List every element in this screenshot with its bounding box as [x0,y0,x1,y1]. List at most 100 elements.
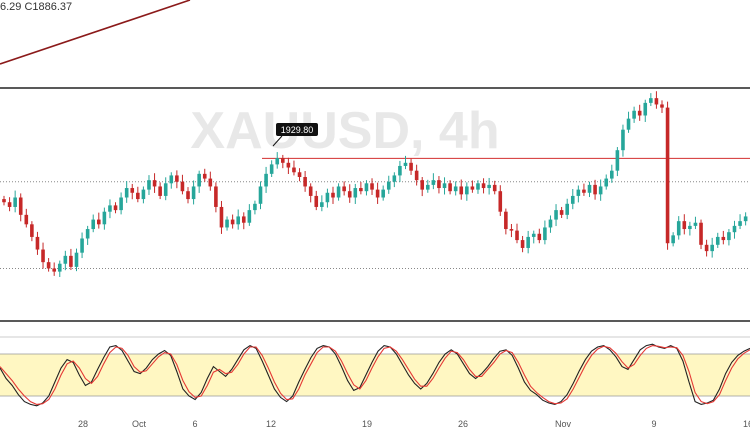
candle-body [621,129,625,151]
candle-body [721,236,726,241]
x-tick-label: Oct [132,419,147,429]
candle [431,173,436,190]
candle-body [554,210,558,220]
candle [442,177,447,195]
candle-body [665,107,670,244]
candle-body [465,186,469,195]
candle-body [236,216,241,225]
candle [102,207,107,230]
candle [57,260,62,277]
candle [693,216,698,230]
candle-body [13,197,17,207]
candle [492,180,497,195]
candle-body [498,191,503,212]
candle-body [57,263,62,272]
candle [7,197,12,212]
candle-body [30,224,34,237]
candle [247,204,252,226]
candle-body [515,230,519,241]
candle [610,164,614,183]
candle [2,195,6,206]
candle [743,212,748,226]
candle-body [113,205,118,211]
candle [74,248,79,272]
candle-body [715,236,720,245]
candle-body [275,158,280,165]
candle [509,223,514,238]
candle [649,93,653,107]
candle-body [258,186,263,204]
x-tick-label: 28 [78,419,88,429]
candle-body [331,192,335,198]
candle-body [241,216,246,223]
candle [593,179,597,200]
candle [214,182,218,213]
candle [158,182,162,200]
candle [688,221,692,236]
candle [559,206,564,218]
candle-body [124,188,129,198]
candle-body [587,184,592,193]
candle [297,168,302,182]
candle [186,187,190,204]
candle [520,235,525,253]
candle-body [693,222,698,226]
candle-body [381,189,385,198]
candle [191,180,196,205]
x-tick-label: Nov [555,419,572,429]
candle [342,181,346,196]
candle-body [442,183,447,189]
candle [548,215,553,233]
candle-body [186,191,190,200]
candle [136,186,140,203]
price-label-pointer [272,135,283,147]
candle-body [453,186,458,192]
candle [325,188,330,208]
candle [554,204,558,227]
candle-body [559,210,564,215]
candle [281,154,285,169]
candle-body [487,184,491,189]
candle [699,219,703,250]
candle [364,180,369,196]
candle-body [654,98,659,105]
candle-body [492,184,497,192]
candle [52,262,56,276]
candle [258,181,263,210]
candle-body [370,183,374,190]
candle-body [459,186,464,195]
candle-body [526,236,530,248]
candle-body [676,221,681,236]
candle [124,181,129,203]
candle-body [509,229,514,231]
candle-body [375,189,380,198]
candle [526,230,530,254]
candle-body [425,184,430,190]
candle [570,188,575,210]
candle-body [163,183,168,196]
candle-body [152,180,157,187]
candle-body [230,219,235,225]
candle [682,214,687,235]
candle-body [214,186,218,207]
candle [292,160,296,176]
candle [24,208,29,228]
candle-body [615,150,620,171]
candle-body [398,165,402,176]
candle-body [197,173,201,187]
candle-body [41,249,45,263]
candle [264,166,268,193]
candle [632,106,636,123]
candle [314,190,319,211]
candle [175,170,179,189]
candle-body [537,233,542,241]
candle-body [24,214,29,225]
candle-body [96,219,101,225]
candle-body [342,186,346,192]
candle [587,181,592,198]
candle [470,180,475,193]
candle-body [158,186,162,196]
candle [163,177,168,201]
candle-body [476,183,480,190]
